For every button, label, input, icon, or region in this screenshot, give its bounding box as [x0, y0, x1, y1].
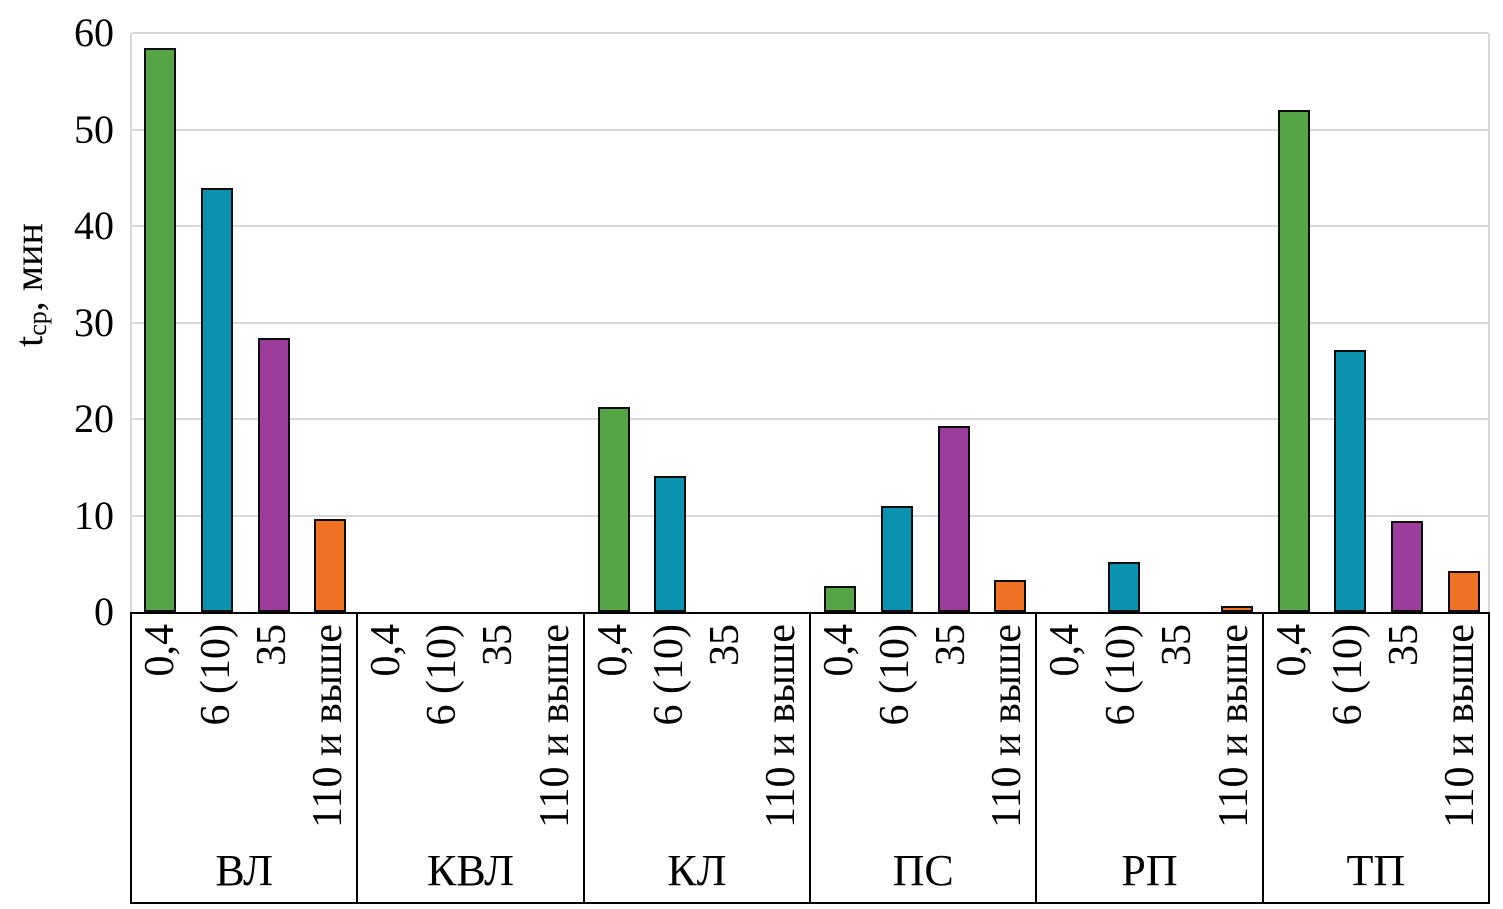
bar-РП-110 и выше	[1221, 606, 1253, 612]
group-label-ПС: ПС	[892, 846, 954, 895]
category-label-slot: 6 (10)	[641, 614, 697, 844]
category-label-slot: 0,4	[358, 614, 414, 844]
voltage-class-label: 35	[475, 624, 522, 666]
voltage-class-label: 110 и выше	[305, 624, 352, 828]
category-label-slot: 35	[470, 614, 526, 844]
bar-ТП-110 и выше	[1447, 570, 1480, 612]
category-label-slot: 35	[923, 614, 979, 844]
category-label-slot: 110 и выше	[1432, 614, 1488, 844]
category-label-slot: 6 (10)	[1320, 614, 1376, 844]
voltage-class-label: 110 и выше	[984, 624, 1031, 828]
y-tick-label: 10	[74, 492, 114, 538]
group-label-РП: РП	[1121, 846, 1178, 895]
group-label-ВЛ: ВЛ	[215, 846, 273, 895]
bar-ВЛ-0,4	[144, 48, 177, 612]
gridline	[132, 128, 1488, 131]
group-cell-РП: 0,4 6 (10) 35 110 и выше РП	[1037, 614, 1264, 902]
voltage-class-label: 6 (10)	[419, 624, 466, 726]
category-label-slot: 110 и выше	[979, 614, 1035, 844]
group-cell-КЛ: 0,4 6 (10) 35 110 и выше КЛ	[585, 614, 811, 902]
category-label-slot: 110 и выше	[753, 614, 809, 844]
y-tick-label: 20	[74, 396, 114, 441]
voltage-class-label: 35	[249, 624, 296, 666]
category-label-slot: 0,4	[811, 614, 867, 844]
gridline	[132, 225, 1488, 227]
category-label-slot: 110 и выше	[1206, 614, 1262, 844]
bar-ПС-35	[937, 425, 970, 612]
plot-area	[130, 32, 1490, 612]
group-cell-КВЛ: 0,4 6 (10) 35 110 и выше КВЛ	[358, 614, 585, 902]
y-tick-label: 30	[74, 299, 114, 345]
voltage-class-label: 0,4	[363, 624, 410, 677]
group-cell-ПС: 0,4 6 (10) 35 110 и выше ПС	[811, 614, 1038, 902]
category-label-slot: 35	[1376, 614, 1432, 844]
voltage-class-label: 6 (10)	[645, 624, 692, 726]
voltage-class-label: 110 и выше	[531, 624, 578, 828]
voltage-class-label: 0,4	[136, 624, 183, 677]
group-cell-ВЛ: 0,4 6 (10) 35 110 и выше ВЛ	[132, 614, 359, 902]
category-label-slot: 6 (10)	[414, 614, 470, 844]
y-tick-label: 0	[94, 589, 114, 634]
category-label-slot: 0,4	[585, 614, 641, 844]
group-label-КВЛ: КВЛ	[427, 846, 514, 895]
category-label-slot: 35	[697, 614, 753, 844]
group-label-ТП: ТП	[1346, 846, 1406, 895]
voltage-class-label: 110 и выше	[757, 624, 804, 828]
voltage-class-label: 6 (10)	[872, 624, 919, 726]
category-label-slot: 35	[244, 614, 300, 844]
voltage-class-label: 6 (10)	[193, 624, 240, 726]
gridline	[132, 514, 1488, 517]
bar-КЛ-0,4	[597, 407, 630, 612]
y-tick-label: 60	[74, 10, 114, 55]
y-tick-label: 50	[74, 106, 114, 152]
voltage-class-label: 6 (10)	[1324, 624, 1371, 726]
voltage-class-label: 35	[928, 624, 975, 666]
category-label-slot: 35	[1149, 614, 1205, 844]
bar-ВЛ-35	[257, 337, 290, 612]
category-label-slot: 6 (10)	[188, 614, 244, 844]
bar-ВЛ-110 и выше	[314, 519, 347, 612]
bar-ПС-6 (10)	[881, 505, 913, 612]
category-label-slot: 6 (10)	[867, 614, 923, 844]
gridline	[132, 321, 1488, 324]
bar-ВЛ-6 (10)	[201, 188, 233, 612]
category-label-slot: 0,4	[132, 614, 188, 844]
voltage-class-label: 35	[701, 624, 748, 666]
y-tick-label: 40	[74, 203, 114, 248]
category-label-slot: 110 и выше	[300, 614, 356, 844]
voltage-class-label: 0,4	[1042, 624, 1089, 677]
voltage-class-label: 110 и выше	[1210, 624, 1257, 828]
bar-ТП-0,4	[1277, 110, 1310, 612]
voltage-class-label: 35	[1154, 624, 1201, 666]
group-cell-ТП: 0,4 6 (10) 35 110 и выше ТП	[1264, 614, 1488, 902]
category-label-slot: 110 и выше	[527, 614, 583, 844]
category-label-slot: 0,4	[1264, 614, 1320, 844]
gridline	[132, 418, 1488, 420]
bar-КЛ-6 (10)	[654, 475, 687, 612]
group-label-КЛ: КЛ	[667, 846, 727, 895]
voltage-class-label: 0,4	[589, 624, 636, 677]
bar-ТП-35	[1391, 521, 1423, 612]
x-axis-label-area: 0,4 6 (10) 35 110 и выше ВЛ 0,4 6 (10) 35 110 и …	[130, 612, 1490, 904]
category-label-slot: 0,4	[1037, 614, 1093, 844]
bar-РП-6 (10)	[1107, 561, 1140, 612]
bar-ПС-0,4	[824, 585, 857, 612]
voltage-class-label: 35	[1380, 624, 1427, 666]
voltage-class-label: 0,4	[1268, 624, 1315, 677]
voltage-class-label: 6 (10)	[1098, 624, 1145, 726]
bar-ПС-110 и выше	[994, 580, 1027, 612]
bar-ТП-6 (10)	[1334, 349, 1367, 612]
category-label-slot: 6 (10)	[1093, 614, 1149, 844]
voltage-class-label: 0,4	[815, 624, 862, 677]
gridline	[132, 32, 1488, 34]
voltage-class-label: 110 и выше	[1436, 624, 1483, 828]
